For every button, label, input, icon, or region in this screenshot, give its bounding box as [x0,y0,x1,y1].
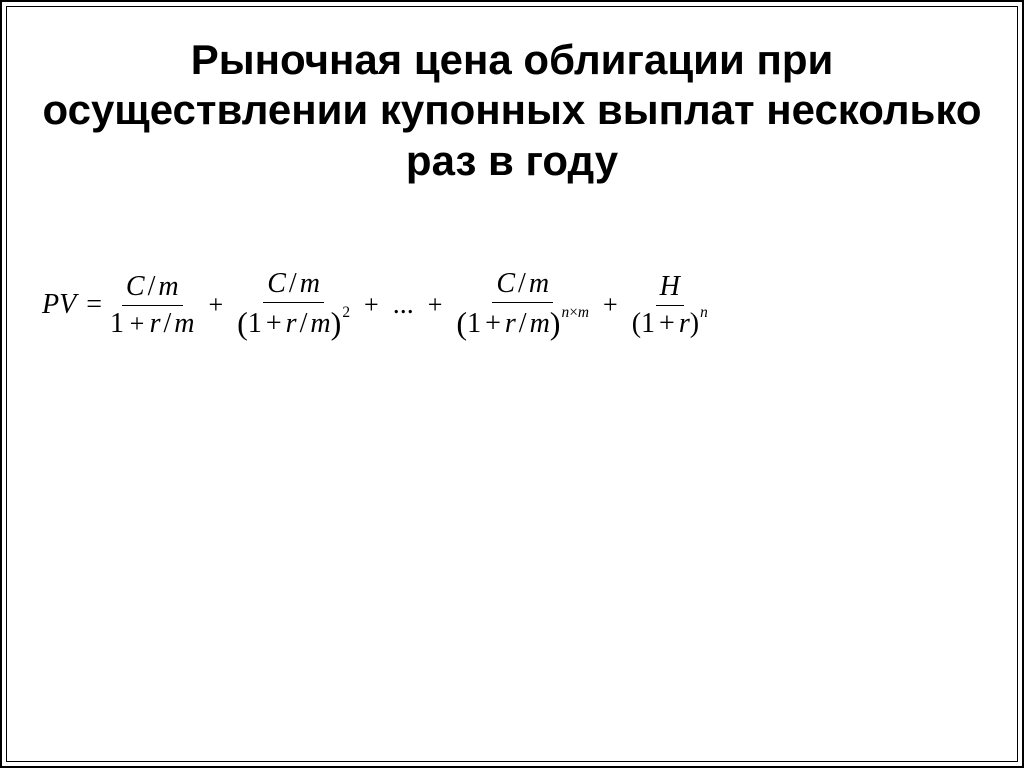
t1-den-m: m [174,308,194,339]
plus-1: + [208,290,223,320]
plus-4: + [603,290,618,320]
t3-num-m: m [529,268,549,299]
t1-num-C: C [126,271,145,302]
t3-num-C: C [496,268,515,299]
term-2: C/m (1+r/m)2 [233,266,354,344]
t2-exp: 2 [342,304,350,322]
t2-den-r: r [286,308,297,340]
plus-3: + [428,290,443,320]
term-1: C/m 1+r/m [106,269,198,342]
t2-num-C: C [267,268,286,299]
formula-lhs: PV [42,289,76,321]
slide-title: Рыночная цена облигации при осуществлени… [37,35,987,186]
t2-den-m: m [310,308,330,340]
t4-den-r: r [679,308,690,340]
t1-den-one: 1 [110,308,124,339]
t3-den-one: 1 [467,308,481,340]
t4-den-one: 1 [641,308,655,340]
t4-exp-n: n [700,304,708,322]
t3-den-m: m [530,308,550,340]
t4-num-H: H [660,271,680,302]
t3-exp-m: m [578,304,589,321]
t2-num-m: m [300,268,320,299]
plus-2: + [364,290,379,320]
equals-sign: = [86,289,102,321]
pv-formula: PV = C/m 1+r/m + C/m (1+r/m)2 + ... + C/… [37,266,987,344]
t3-den-r: r [505,308,516,340]
t2-den-one: 1 [248,308,262,340]
ellipsis: ... [393,289,414,321]
term-4: H (1+r)n [628,269,712,342]
term-3: C/m (1+r/m)n×m [452,266,593,344]
t1-den-r: r [150,308,161,339]
t3-exp-times: × [569,304,578,321]
t1-num-m: m [158,271,178,302]
